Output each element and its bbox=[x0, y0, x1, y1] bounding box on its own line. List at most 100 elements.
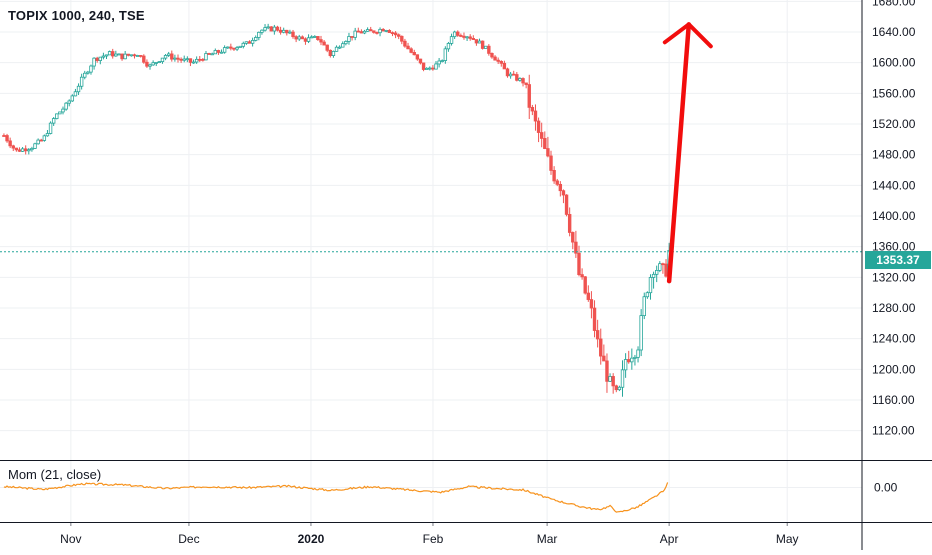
candle-up bbox=[182, 58, 186, 61]
candle-down bbox=[325, 44, 329, 51]
candle-up bbox=[620, 369, 625, 388]
candle-up bbox=[45, 133, 50, 137]
candle-down bbox=[198, 58, 202, 61]
candle-down bbox=[627, 359, 631, 363]
price-tick-label: 1600.00 bbox=[872, 56, 916, 70]
candle-down bbox=[571, 232, 575, 243]
candle-up bbox=[151, 62, 155, 66]
candle-up bbox=[281, 29, 286, 33]
candle-up bbox=[434, 63, 438, 70]
candle-up bbox=[20, 148, 25, 152]
candle-up bbox=[244, 41, 249, 44]
chart-title: TOPIX 1000, 240, TSE bbox=[8, 8, 145, 23]
candle-down bbox=[132, 54, 137, 57]
candle-up bbox=[73, 91, 78, 97]
candle-down bbox=[322, 41, 326, 46]
candle-up bbox=[347, 36, 351, 42]
candle-down bbox=[179, 58, 183, 61]
indicator-label: Mom (21, close) bbox=[8, 467, 102, 482]
candle-up bbox=[191, 61, 196, 64]
candle-down bbox=[480, 40, 485, 49]
candle-down bbox=[474, 39, 479, 44]
price-tick-label: 1120.00 bbox=[872, 424, 915, 438]
price-tick-label: 1520.00 bbox=[872, 117, 916, 131]
candle-down bbox=[397, 34, 401, 37]
candle-down bbox=[111, 51, 115, 57]
candle-up bbox=[334, 46, 339, 52]
candle-down bbox=[359, 31, 364, 34]
candle-up bbox=[250, 39, 255, 44]
candle-up bbox=[30, 147, 34, 151]
candle-down bbox=[201, 58, 205, 61]
x-tick-label: May bbox=[776, 532, 799, 546]
candle-up bbox=[27, 149, 31, 152]
momentum-line bbox=[3, 482, 669, 513]
candle-up bbox=[117, 53, 121, 56]
candle-down bbox=[589, 299, 594, 309]
candle-down bbox=[583, 276, 587, 294]
candle-down bbox=[11, 145, 15, 149]
candle-up bbox=[518, 78, 522, 81]
candle-up bbox=[42, 135, 47, 141]
candle-up bbox=[608, 376, 612, 382]
candle-up bbox=[288, 31, 292, 34]
candle-down bbox=[372, 30, 376, 33]
candle-down bbox=[269, 26, 273, 32]
candle-up bbox=[437, 60, 441, 65]
candle-up bbox=[101, 55, 106, 58]
candle-down bbox=[300, 36, 305, 40]
candle-up bbox=[148, 64, 152, 67]
candle-up bbox=[484, 45, 488, 49]
candle-up bbox=[238, 45, 242, 48]
candle-up bbox=[362, 30, 367, 34]
candle-down bbox=[661, 263, 665, 266]
candle-down bbox=[415, 54, 420, 60]
candle-down bbox=[456, 31, 460, 36]
candle-down bbox=[493, 56, 497, 61]
candle-up bbox=[154, 61, 158, 64]
candle-up bbox=[98, 56, 102, 61]
candle-up bbox=[443, 48, 448, 61]
price-tick-label: 1560.00 bbox=[872, 86, 916, 100]
candle-down bbox=[285, 29, 289, 34]
candle-up bbox=[129, 54, 134, 57]
candle-down bbox=[595, 330, 600, 340]
price-tick-label: 1680.00 bbox=[872, 0, 916, 8]
candle-up bbox=[64, 102, 68, 110]
candle-up bbox=[257, 31, 261, 38]
candle-down bbox=[412, 51, 416, 56]
candle-up bbox=[440, 60, 444, 62]
candle-down bbox=[614, 385, 618, 391]
candle-down bbox=[350, 36, 354, 38]
candle-up bbox=[222, 47, 227, 53]
candle-down bbox=[574, 241, 578, 254]
candle-down bbox=[487, 45, 491, 54]
candle-up bbox=[107, 51, 112, 56]
candle-down bbox=[421, 62, 426, 70]
price-tick-label: 1200.00 bbox=[872, 362, 916, 376]
price-tick-label: 1400.00 bbox=[872, 209, 916, 223]
candle-down bbox=[549, 155, 553, 171]
candle-up bbox=[306, 37, 311, 42]
x-tick-label: Mar bbox=[537, 532, 558, 546]
candle-down bbox=[142, 55, 146, 63]
candle-down bbox=[23, 148, 28, 152]
candle-down bbox=[328, 49, 333, 56]
candle-down bbox=[468, 36, 472, 39]
momentum-layer bbox=[3, 482, 669, 513]
candle-up bbox=[58, 111, 62, 115]
candle-down bbox=[611, 376, 615, 387]
candle-down bbox=[505, 68, 510, 77]
candle-down bbox=[605, 360, 609, 382]
candle-up bbox=[160, 57, 165, 62]
candle-down bbox=[291, 31, 295, 38]
candle-down bbox=[524, 82, 528, 85]
candle-up bbox=[344, 41, 348, 45]
candle-down bbox=[664, 263, 668, 277]
candle-down bbox=[527, 84, 531, 108]
candle-down bbox=[599, 338, 603, 357]
candle-up bbox=[309, 36, 314, 39]
